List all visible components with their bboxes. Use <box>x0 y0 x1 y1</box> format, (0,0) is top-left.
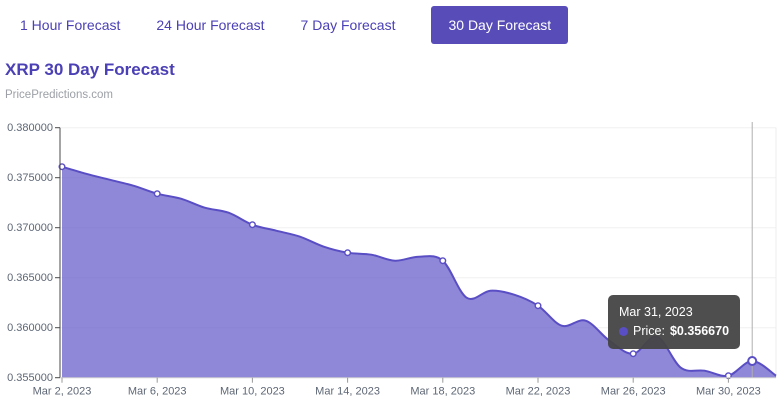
x-axis-label: Mar 18, 2023 <box>410 386 475 398</box>
series-bullet-icon <box>619 327 628 336</box>
y-axis-label: 0.370000 <box>7 222 53 234</box>
x-axis-label: Mar 14, 2023 <box>315 386 380 398</box>
x-axis-label: Mar 22, 2023 <box>506 386 571 398</box>
chart-canvas[interactable]: 0.355000 0.360000 0.365000 0.370000 0.375000… <box>0 112 780 402</box>
y-axis-label: 0.355000 <box>7 372 53 384</box>
tooltip-price-row: Price: $0.356670 <box>619 322 729 341</box>
chart-tooltip: Mar 31, 2023 Price: $0.356670 <box>608 295 741 349</box>
y-axis-label: 0.360000 <box>7 322 53 334</box>
hovered-point-marker[interactable] <box>747 356 758 366</box>
tooltip-date: Mar 31, 2023 <box>619 305 693 319</box>
x-axis-label: Mar 26, 2023 <box>601 386 666 398</box>
x-axis-label: Mar 2, 2023 <box>33 386 92 398</box>
data-point-marker[interactable] <box>439 257 447 265</box>
page-title: XRP 30 Day Forecast <box>5 60 175 79</box>
data-point-marker[interactable] <box>534 302 542 310</box>
x-axis-label: Mar 30, 2023 <box>696 386 761 398</box>
tooltip-price-value: $0.356670 <box>669 324 730 338</box>
y-axis-label: 0.375000 <box>7 172 53 184</box>
forecast-chart[interactable]: 0.355000 0.360000 0.365000 0.370000 0.375000… <box>0 112 780 402</box>
source-label: PricePredictions.com <box>5 89 114 101</box>
y-axis-label: 0.365000 <box>7 272 53 284</box>
data-point-marker[interactable] <box>344 249 352 257</box>
data-point-marker[interactable] <box>248 221 256 229</box>
tab-1-hour-forecast[interactable]: 1 Hour Forecast <box>20 17 121 33</box>
tab-7-day-forecast[interactable]: 7 Day Forecast <box>300 17 396 33</box>
data-point-marker[interactable] <box>629 350 637 358</box>
x-axis-label: Mar 10, 2023 <box>220 386 285 398</box>
data-point-marker[interactable] <box>58 163 66 171</box>
data-point-marker[interactable] <box>153 190 161 198</box>
tab-24-hour-forecast[interactable]: 24 Hour Forecast <box>156 17 265 33</box>
forecast-tab-bar: 1 Hour Forecast 24 Hour Forecast 7 Day F… <box>20 6 569 44</box>
x-axis-label: Mar 6, 2023 <box>128 386 187 398</box>
tab-30-day-forecast[interactable]: 30 Day Forecast <box>431 6 569 44</box>
y-axis-label: 0.380000 <box>7 122 53 134</box>
tooltip-price-label: Price: <box>633 324 665 338</box>
